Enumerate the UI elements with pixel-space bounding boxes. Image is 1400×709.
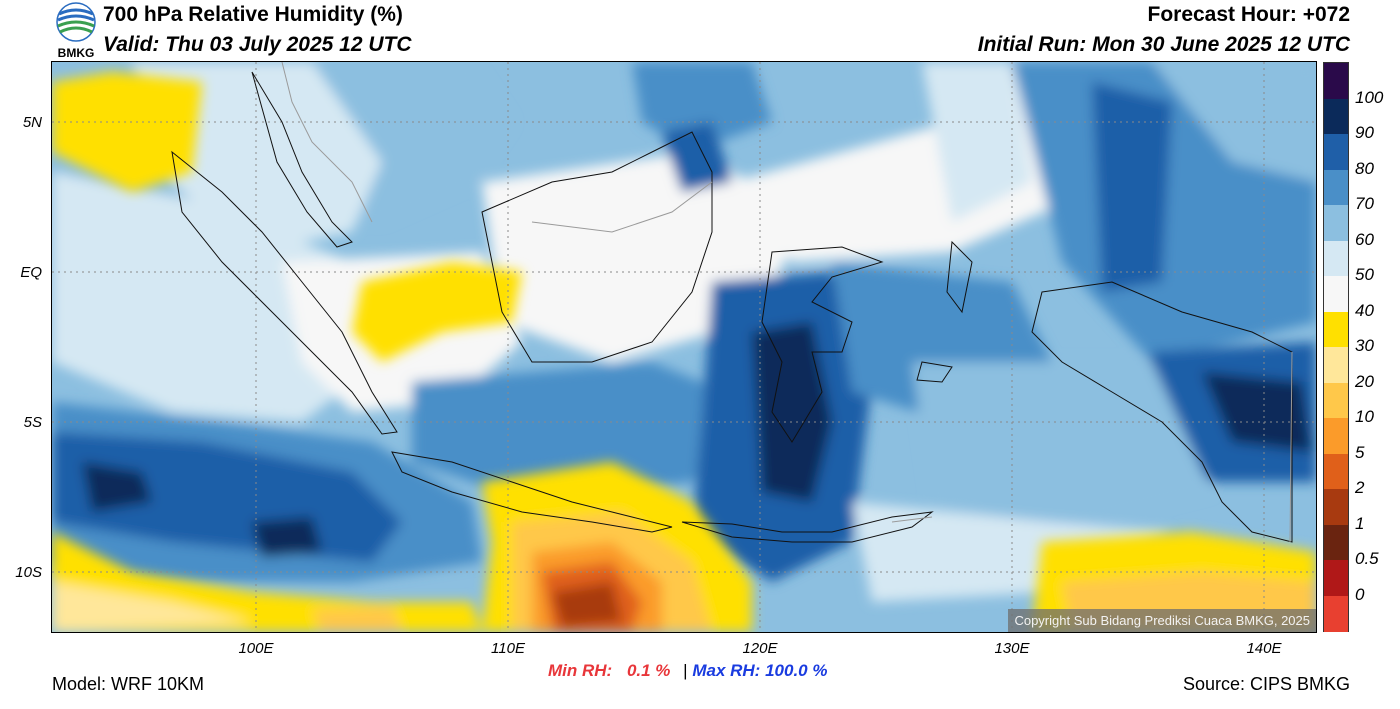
map-gridlines — [52, 62, 1316, 632]
bmkg-logo-icon — [56, 2, 96, 42]
colorbar-label-1: 1 — [1355, 513, 1365, 533]
colorbar-label-60: 60 — [1355, 229, 1374, 249]
copyright-notice: Copyright Sub Bidang Prediksi Cuaca BMKG… — [1008, 609, 1316, 632]
colorbar-label-50: 50 — [1355, 265, 1374, 284]
country-borders — [281, 62, 1293, 543]
lat-label-10s: 10S — [15, 564, 42, 581]
colorbar-swatch — [1324, 134, 1348, 170]
colorbar-swatch — [1324, 489, 1348, 525]
lon-label-100e: 100E — [238, 640, 274, 657]
colorbar-label-20: 20 — [1355, 371, 1374, 391]
min-max-separator: | — [683, 661, 688, 680]
humidity-map: Copyright Sub Bidang Prediksi Cuaca BMKG… — [52, 62, 1316, 632]
max-rh-label: Max RH: — [692, 661, 761, 680]
initial-run: Initial Run: Mon 30 June 2025 12 UTC — [977, 33, 1350, 56]
colorbar-swatch — [1324, 595, 1348, 632]
min-max-rh: Min RH: 0.1 % | Max RH: 100.0 % — [548, 661, 827, 681]
min-rh-label: Min RH: — [548, 661, 613, 680]
colorbar-swatch — [1324, 524, 1348, 561]
colorbar-label-40: 40 — [1355, 300, 1374, 320]
bmkg-logo: BMKG — [53, 2, 99, 60]
colorbar-label-30: 30 — [1355, 336, 1374, 355]
colorbar-label-10: 10 — [1355, 407, 1374, 426]
colorbar-label-2: 2 — [1355, 478, 1365, 497]
lat-label-5s: 5S — [23, 414, 42, 431]
colorbar-label-80: 80 — [1355, 158, 1374, 178]
colorbar-swatch — [1324, 382, 1348, 419]
colorbar-swatch — [1324, 276, 1348, 312]
colorbar-labels: 100 90 80 70 60 50 40 30 20 10 5 2 1 0.5… — [1355, 62, 1400, 632]
humidity-field — [52, 62, 1316, 632]
forecast-hour: Forecast Hour: +072 — [1147, 3, 1351, 26]
colorbar-swatch — [1324, 63, 1348, 99]
colorbar-label-0-5: 0.5 — [1355, 549, 1379, 568]
model-label: Model: WRF 10KM — [52, 674, 205, 694]
lat-label-eq: EQ — [20, 264, 42, 281]
lon-label-110e: 110E — [491, 640, 525, 657]
lon-label-130e: 130E — [994, 640, 1030, 657]
colorbar-swatch — [1324, 453, 1348, 490]
colorbar-label-5: 5 — [1355, 442, 1365, 462]
colorbar-swatch — [1324, 311, 1348, 348]
colorbar-label-90: 90 — [1355, 123, 1374, 142]
min-rh-value: 0.1 % — [626, 661, 671, 680]
source-label: Source: CIPS BMKG — [1182, 674, 1350, 694]
colorbar-label-0: 0 — [1355, 584, 1365, 604]
colorbar-swatch — [1324, 169, 1348, 206]
colorbar-label-70: 70 — [1355, 194, 1374, 213]
colorbar-label-100: 100 — [1355, 87, 1384, 107]
colorbar — [1323, 62, 1349, 632]
colorbar-swatch — [1324, 205, 1348, 241]
max-rh-value: 100.0 % — [765, 661, 828, 680]
logo-text: BMKG — [57, 46, 95, 60]
map-title: 700 hPa Relative Humidity (%) — [103, 3, 403, 26]
valid-time: Valid: Thu 03 July 2025 12 UTC — [103, 33, 412, 56]
colorbar-swatch — [1324, 240, 1348, 277]
colorbar-swatch — [1324, 418, 1348, 454]
lon-label-120e: 120E — [742, 640, 778, 657]
colorbar-swatch — [1324, 560, 1348, 596]
colorbar-swatch — [1324, 98, 1348, 135]
coastlines — [171, 71, 1293, 543]
lon-label-140e: 140E — [1246, 640, 1282, 657]
colorbar-swatch — [1324, 347, 1348, 383]
lat-label-5n: 5N — [22, 114, 42, 131]
